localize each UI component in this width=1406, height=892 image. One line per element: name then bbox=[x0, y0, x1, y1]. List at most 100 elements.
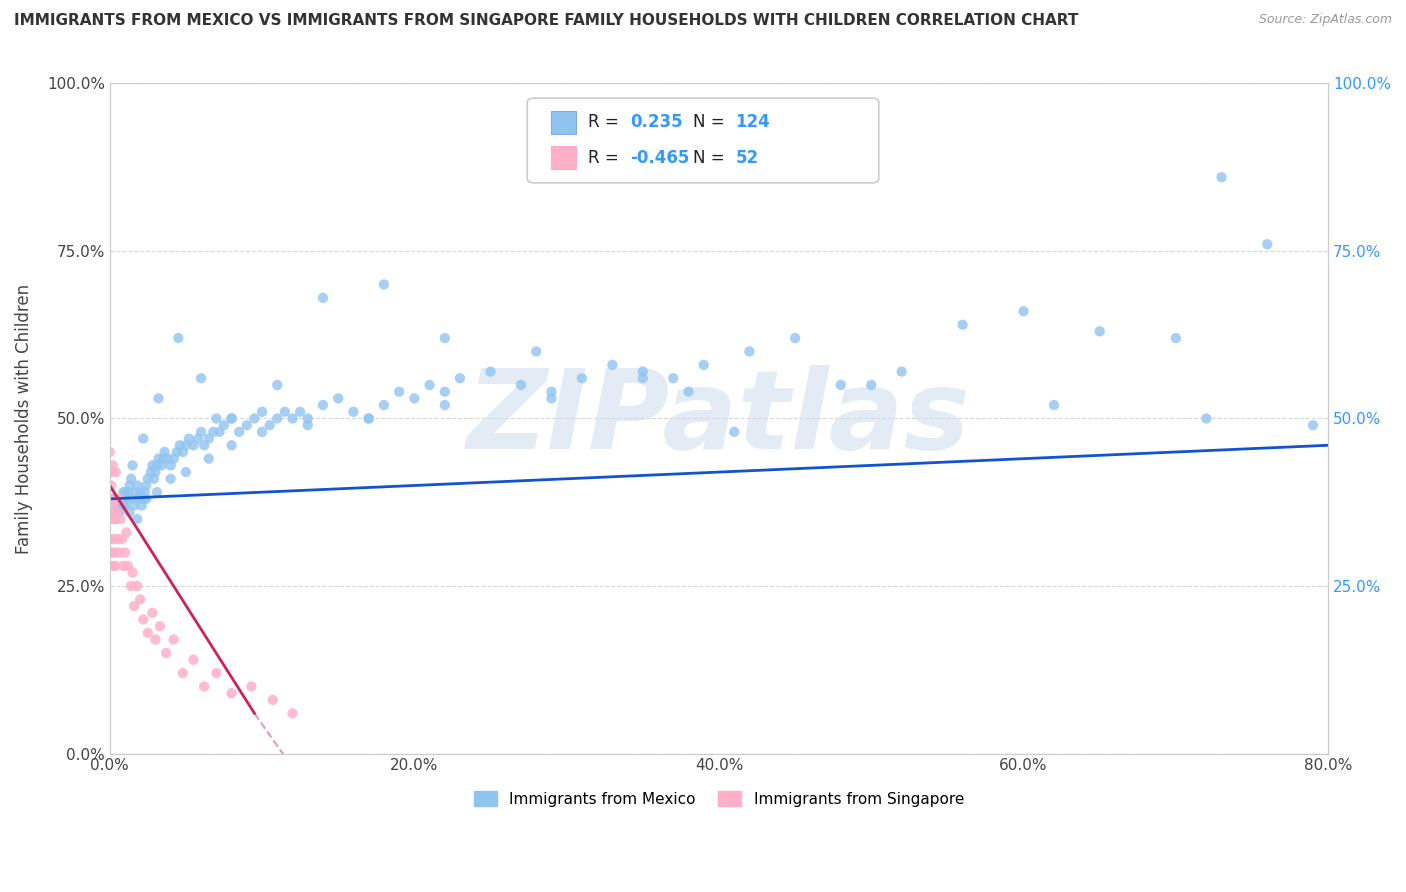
Text: N =: N = bbox=[693, 113, 730, 131]
Point bbox=[122, 499, 145, 513]
Point bbox=[163, 632, 186, 647]
Point bbox=[117, 485, 139, 500]
Point bbox=[108, 545, 131, 559]
Point bbox=[297, 418, 319, 433]
Point bbox=[100, 545, 122, 559]
Point bbox=[433, 331, 456, 345]
Point bbox=[98, 445, 121, 459]
Point bbox=[602, 358, 624, 372]
Point bbox=[122, 599, 145, 613]
Point bbox=[98, 505, 121, 519]
Point bbox=[127, 512, 149, 526]
Point bbox=[166, 445, 188, 459]
Point bbox=[830, 378, 852, 392]
Point bbox=[183, 653, 205, 667]
Point bbox=[510, 378, 533, 392]
Point bbox=[139, 465, 162, 479]
Point bbox=[108, 505, 131, 519]
Point bbox=[114, 485, 136, 500]
Text: IMMIGRANTS FROM MEXICO VS IMMIGRANTS FROM SINGAPORE FAMILY HOUSEHOLDS WITH CHILD: IMMIGRANTS FROM MEXICO VS IMMIGRANTS FRO… bbox=[14, 13, 1078, 29]
Point bbox=[723, 425, 745, 439]
Point bbox=[149, 619, 172, 633]
Point bbox=[141, 606, 163, 620]
Point bbox=[128, 491, 150, 506]
Point bbox=[174, 438, 197, 452]
Point bbox=[373, 277, 395, 292]
Point bbox=[150, 458, 173, 473]
Point bbox=[524, 344, 547, 359]
Point bbox=[98, 545, 121, 559]
Point bbox=[342, 405, 364, 419]
Point bbox=[738, 344, 761, 359]
Point bbox=[159, 458, 181, 473]
Point bbox=[243, 411, 266, 425]
Point bbox=[105, 499, 128, 513]
Point bbox=[112, 499, 135, 513]
Point bbox=[281, 706, 304, 721]
Point bbox=[114, 499, 136, 513]
Point bbox=[357, 411, 380, 425]
Point bbox=[104, 465, 127, 479]
Point bbox=[114, 545, 136, 559]
Point bbox=[297, 411, 319, 425]
Point bbox=[952, 318, 974, 332]
Point bbox=[146, 485, 169, 500]
Point bbox=[172, 445, 194, 459]
Point bbox=[100, 491, 122, 506]
Point bbox=[156, 451, 179, 466]
Y-axis label: Family Households with Children: Family Households with Children bbox=[15, 284, 32, 554]
Point bbox=[540, 384, 562, 399]
Point bbox=[193, 680, 215, 694]
Point bbox=[112, 485, 135, 500]
Point bbox=[678, 384, 700, 399]
Point bbox=[159, 472, 181, 486]
Point bbox=[357, 411, 380, 425]
Point bbox=[187, 432, 209, 446]
Text: R =: R = bbox=[588, 149, 624, 167]
Point bbox=[197, 432, 219, 446]
Point bbox=[110, 512, 132, 526]
Point bbox=[236, 418, 259, 433]
Point bbox=[312, 291, 335, 305]
Point bbox=[373, 398, 395, 412]
Point bbox=[631, 365, 654, 379]
Point bbox=[202, 425, 225, 439]
Point bbox=[1302, 418, 1324, 433]
Point bbox=[148, 451, 170, 466]
Point bbox=[111, 532, 134, 546]
Point bbox=[1164, 331, 1187, 345]
Point bbox=[98, 532, 121, 546]
Point bbox=[132, 613, 155, 627]
Point bbox=[100, 478, 122, 492]
Text: 0.235: 0.235 bbox=[630, 113, 682, 131]
Point bbox=[101, 558, 124, 573]
Point bbox=[205, 411, 228, 425]
Point bbox=[419, 378, 441, 392]
Point bbox=[104, 512, 127, 526]
Point bbox=[129, 485, 152, 500]
Point bbox=[141, 458, 163, 473]
Point bbox=[266, 411, 288, 425]
Point bbox=[134, 485, 156, 500]
Point bbox=[98, 491, 121, 506]
Point bbox=[105, 505, 128, 519]
Point bbox=[100, 512, 122, 526]
Point bbox=[433, 398, 456, 412]
Point bbox=[103, 512, 125, 526]
Point bbox=[101, 499, 124, 513]
Point bbox=[163, 451, 186, 466]
Point bbox=[433, 384, 456, 399]
Point bbox=[183, 438, 205, 452]
Point bbox=[240, 680, 263, 694]
Point bbox=[121, 458, 143, 473]
Point bbox=[108, 491, 131, 506]
Point bbox=[208, 425, 231, 439]
Point bbox=[118, 478, 141, 492]
Point bbox=[221, 411, 243, 425]
Point bbox=[312, 398, 335, 412]
Point bbox=[132, 491, 155, 506]
Point bbox=[117, 558, 139, 573]
Point bbox=[129, 592, 152, 607]
Point bbox=[785, 331, 807, 345]
Text: Source: ZipAtlas.com: Source: ZipAtlas.com bbox=[1258, 13, 1392, 27]
